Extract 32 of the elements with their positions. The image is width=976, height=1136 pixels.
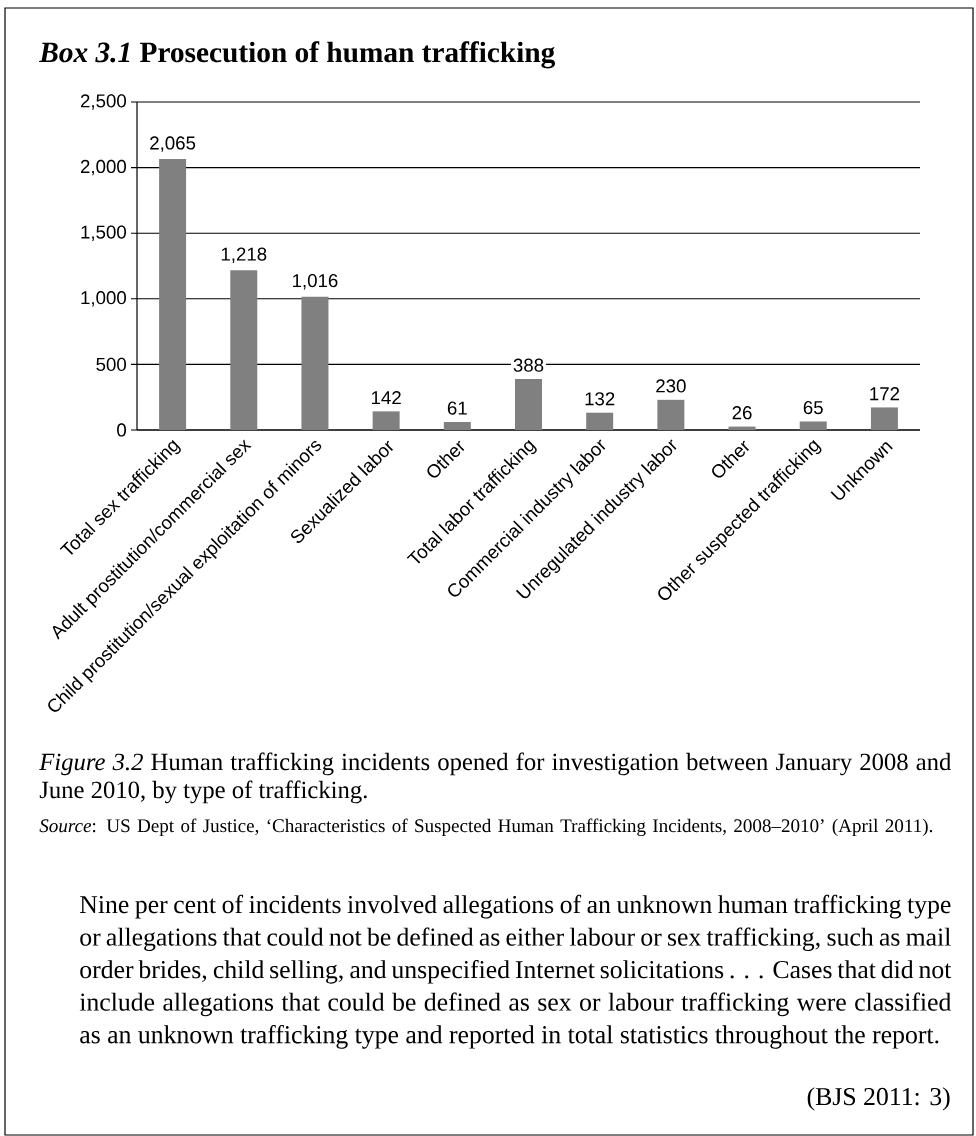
text: (BJS 2011: 3) <box>807 1087 950 1111</box>
text: Nine per cent of incidents involved allegations of an unknown human trafficking type or allegations that could not be defined as either labour or sex trafficking, such as mail order brides, child selling, and unspecified Internet solicitations . . . Cases that did not include allegations that could be defined as sex or labour trafficking were classified as an unknown trafficking type and reported in total statistics throughout the report. <box>79 894 952 1049</box>
text: Source: US Dept of Justice, ‘Characteristics of Suspected Human Trafficking Incidents, 2008–2010’ (April 2011). <box>39 818 933 837</box>
bar <box>301 296 329 430</box>
bar <box>799 421 827 430</box>
y-tick-label: 0 <box>117 423 127 437</box>
data-label: 2,065 <box>150 136 196 152</box>
data-label: 61 <box>447 401 467 415</box>
data-label: 26 <box>732 406 752 420</box>
bar <box>870 407 898 430</box>
bar <box>372 411 400 430</box>
y-tick-label: 2,500 <box>80 94 127 110</box>
data-label: 132 <box>585 392 615 406</box>
y-tick-label: 1,500 <box>81 225 127 241</box>
data-label: 172 <box>870 387 900 401</box>
data-label: 230 <box>656 379 686 393</box>
data-label: 1,218 <box>221 247 267 263</box>
bar <box>443 421 471 430</box>
bar <box>230 270 258 430</box>
y-tick-label: 500 <box>96 357 127 372</box>
data-label: 142 <box>371 391 401 405</box>
text: Figure 3.2 Human trafficking incidents opened for investigation between January 2008 and June 2010, by type of trafficking. <box>39 752 952 804</box>
bar <box>159 159 187 430</box>
data-label: 65 <box>803 400 823 415</box>
data-label: 388 <box>513 358 544 372</box>
y-tick-label: 1,000 <box>81 291 127 307</box>
data-label: 1,016 <box>293 273 338 290</box>
bar <box>515 379 542 430</box>
chart-title: Box 3.1 Prosecution of human trafficking <box>38 41 556 69</box>
y-tick-label: 2,000 <box>80 159 127 176</box>
bar <box>586 412 614 430</box>
bar <box>657 399 685 430</box>
